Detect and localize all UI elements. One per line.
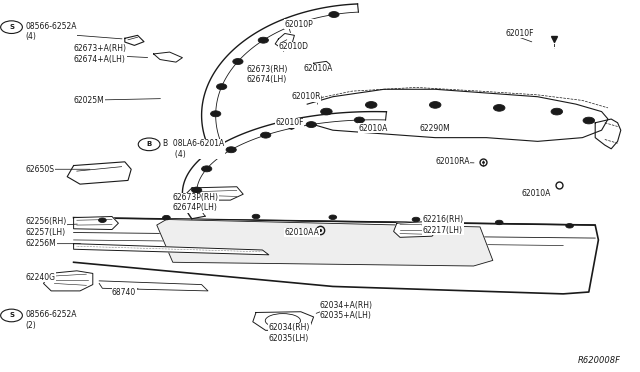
Circle shape xyxy=(291,21,301,27)
Text: 62216(RH)
62217(LH): 62216(RH) 62217(LH) xyxy=(422,215,463,235)
Polygon shape xyxy=(595,119,621,149)
Circle shape xyxy=(233,58,243,64)
Text: B  08LA6-6201A
     (4): B 08LA6-6201A (4) xyxy=(163,139,225,158)
Text: S: S xyxy=(9,24,14,30)
Circle shape xyxy=(202,166,212,172)
Polygon shape xyxy=(307,89,608,141)
Circle shape xyxy=(365,102,377,108)
Polygon shape xyxy=(154,52,182,62)
Circle shape xyxy=(495,220,503,225)
Circle shape xyxy=(226,147,236,153)
Circle shape xyxy=(429,102,441,108)
Polygon shape xyxy=(202,4,358,143)
Circle shape xyxy=(258,37,268,43)
Circle shape xyxy=(321,108,332,115)
Text: 62673P(RH)
62674P(LH): 62673P(RH) 62674P(LH) xyxy=(173,193,219,212)
Text: 08566-6252A
(4): 08566-6252A (4) xyxy=(26,22,77,41)
Polygon shape xyxy=(125,35,144,45)
Text: 62010R: 62010R xyxy=(291,92,321,101)
Circle shape xyxy=(329,215,337,219)
Circle shape xyxy=(306,122,316,128)
Circle shape xyxy=(163,215,170,220)
Circle shape xyxy=(195,206,205,212)
Polygon shape xyxy=(157,219,493,266)
Text: R620008F: R620008F xyxy=(578,356,621,365)
Text: 08566-6252A
(2): 08566-6252A (2) xyxy=(26,310,77,330)
Polygon shape xyxy=(44,271,93,291)
Text: 68740: 68740 xyxy=(112,288,136,296)
Text: 62673+A(RH)
62674+A(LH): 62673+A(RH) 62674+A(LH) xyxy=(74,44,127,64)
Text: 62010D: 62010D xyxy=(278,42,308,51)
Polygon shape xyxy=(394,221,438,237)
Polygon shape xyxy=(314,61,333,73)
Polygon shape xyxy=(74,244,269,255)
Text: B: B xyxy=(147,141,152,147)
Text: 62010A: 62010A xyxy=(304,64,333,73)
Text: 62025M: 62025M xyxy=(74,96,104,105)
Circle shape xyxy=(412,217,420,222)
Circle shape xyxy=(191,187,202,193)
Text: 62010F: 62010F xyxy=(275,118,304,127)
Polygon shape xyxy=(99,281,208,291)
Polygon shape xyxy=(67,162,131,184)
Text: 62240G: 62240G xyxy=(26,273,56,282)
Text: 62010A: 62010A xyxy=(358,124,388,133)
Circle shape xyxy=(211,111,221,117)
Text: 62010RA: 62010RA xyxy=(435,157,470,166)
Polygon shape xyxy=(186,187,243,200)
Polygon shape xyxy=(74,217,118,230)
Polygon shape xyxy=(275,33,294,48)
Text: 62290M: 62290M xyxy=(419,124,450,133)
Circle shape xyxy=(329,12,339,17)
Text: 62256M: 62256M xyxy=(26,239,56,248)
Text: 62673(RH)
62674(LH): 62673(RH) 62674(LH) xyxy=(246,65,288,84)
Text: 62034(RH)
62035(LH): 62034(RH) 62035(LH) xyxy=(269,323,310,343)
Circle shape xyxy=(566,224,573,228)
Text: 62034+A(RH)
62035+A(LH): 62034+A(RH) 62035+A(LH) xyxy=(320,301,373,320)
Text: 62010F: 62010F xyxy=(506,29,534,38)
Circle shape xyxy=(252,214,260,219)
Polygon shape xyxy=(74,218,598,294)
Text: S: S xyxy=(9,312,14,318)
Polygon shape xyxy=(253,312,314,330)
Text: 62650S: 62650S xyxy=(26,165,54,174)
Circle shape xyxy=(355,117,365,123)
Circle shape xyxy=(260,132,271,138)
Circle shape xyxy=(99,218,106,222)
Polygon shape xyxy=(182,112,387,219)
Circle shape xyxy=(216,84,227,90)
Text: 62010P: 62010P xyxy=(285,20,314,29)
Circle shape xyxy=(551,108,563,115)
Circle shape xyxy=(493,105,505,111)
Text: 62256(RH)
62257(LH): 62256(RH) 62257(LH) xyxy=(26,217,67,237)
Circle shape xyxy=(583,117,595,124)
Text: 62010AA: 62010AA xyxy=(285,228,319,237)
Text: 62010A: 62010A xyxy=(522,189,551,198)
Ellipse shape xyxy=(265,314,301,328)
